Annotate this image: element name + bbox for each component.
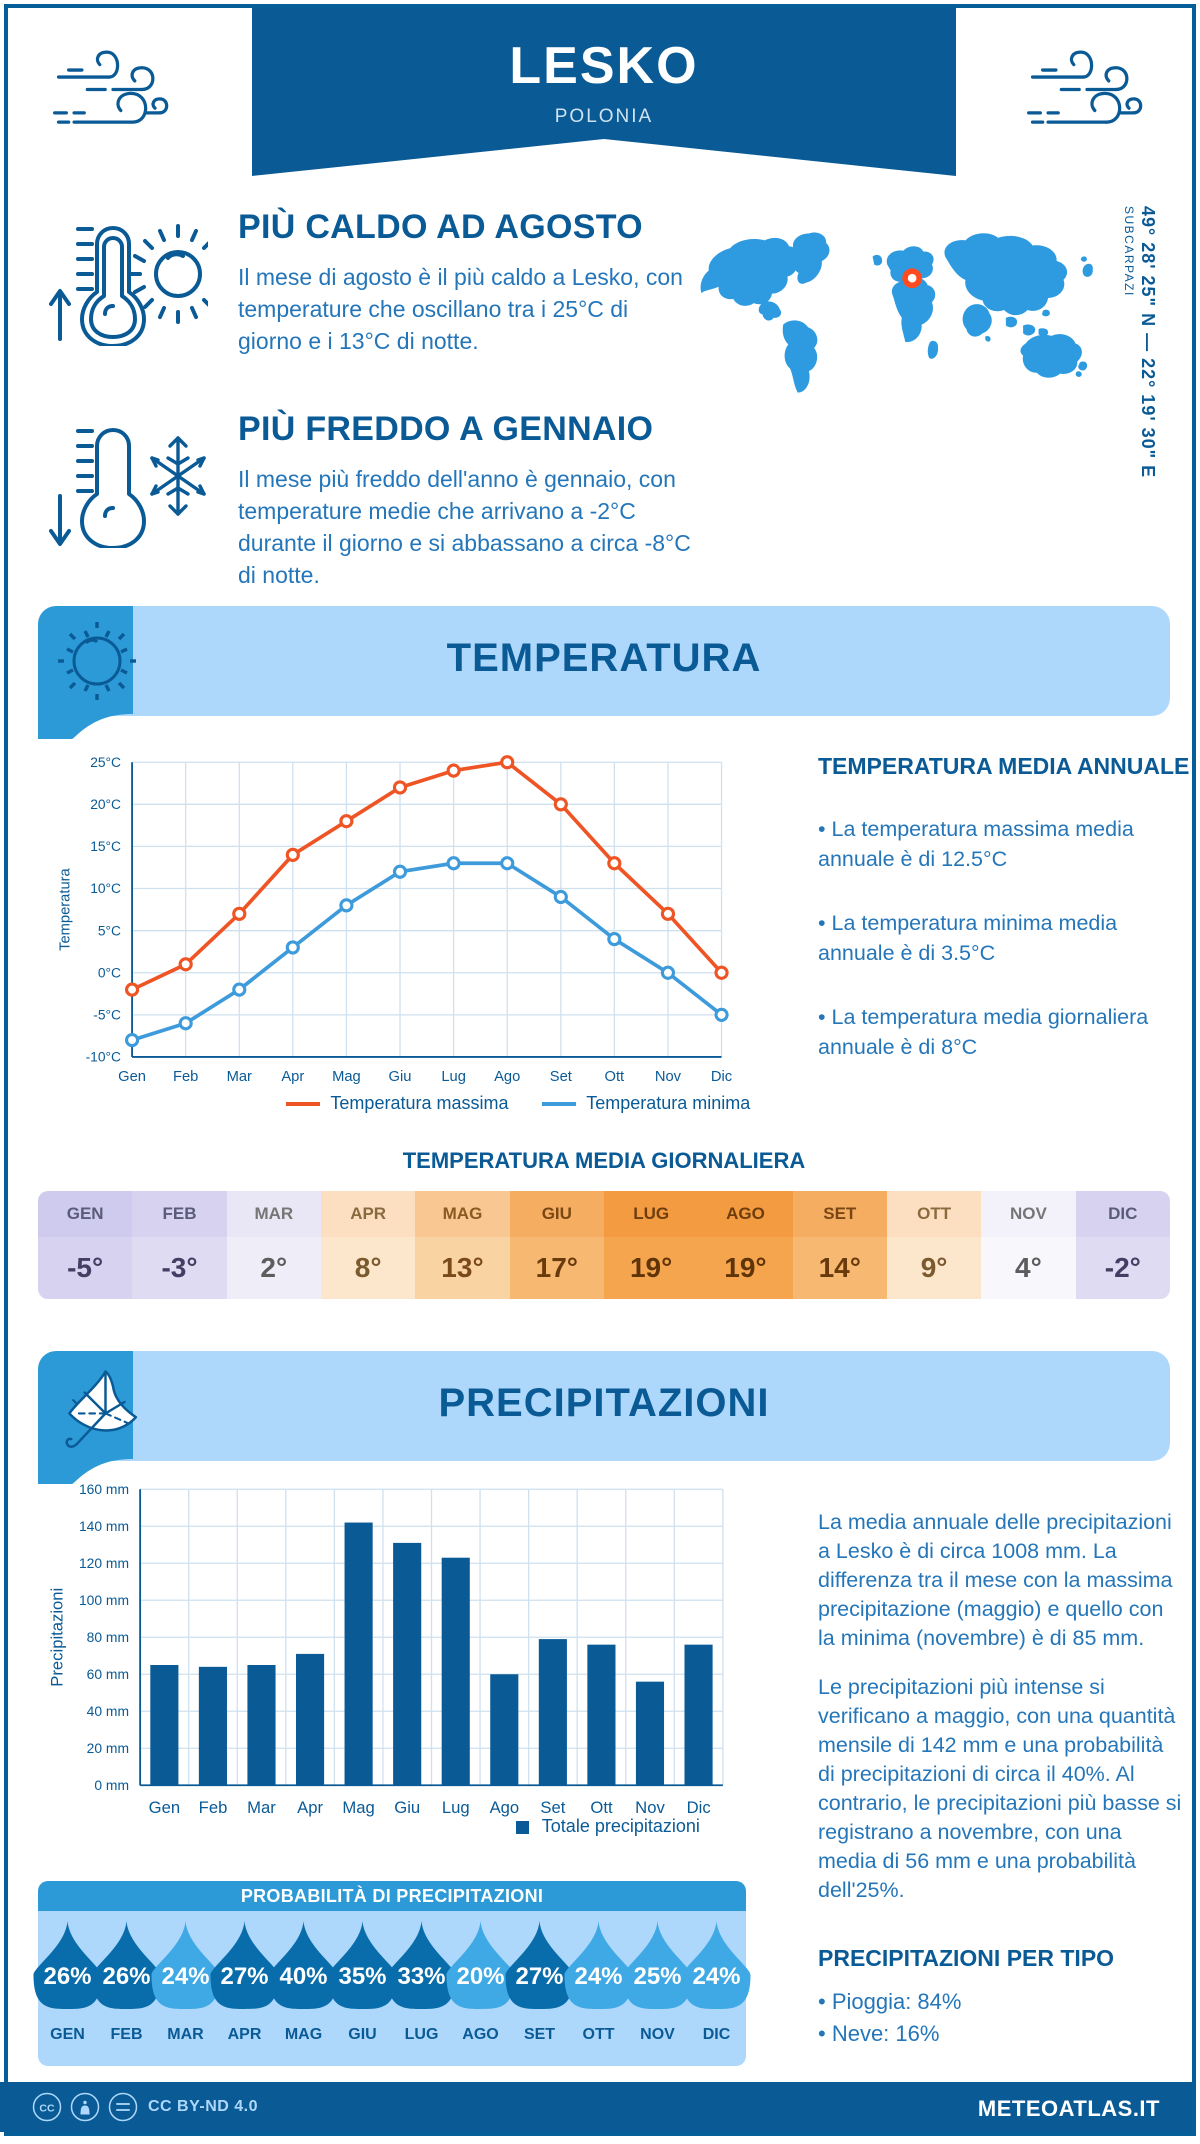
svg-text:5°C: 5°C — [98, 922, 121, 938]
svg-text:Mag: Mag — [342, 1798, 374, 1817]
svg-text:LUG: LUG — [405, 2026, 439, 2043]
svg-text:24%: 24% — [161, 1963, 209, 1990]
svg-text:Feb: Feb — [173, 1069, 198, 1085]
svg-text:DIC: DIC — [703, 2026, 731, 2043]
svg-text:10°C: 10°C — [90, 880, 121, 896]
svg-text:Nov: Nov — [655, 1069, 682, 1085]
svg-text:Mar: Mar — [227, 1069, 252, 1085]
svg-text:Ago: Ago — [490, 1798, 520, 1817]
svg-text:MAR: MAR — [167, 2026, 204, 2043]
svg-text:Precipitazioni: Precipitazioni — [47, 1588, 66, 1687]
svg-text:0°C: 0°C — [98, 964, 121, 980]
svg-text:40%: 40% — [279, 1963, 327, 1990]
svg-text:35%: 35% — [338, 1963, 386, 1990]
svg-text:Ott: Ott — [605, 1069, 625, 1085]
svg-text:Ott: Ott — [590, 1798, 613, 1817]
svg-text:20 mm: 20 mm — [87, 1740, 129, 1756]
svg-text:Giu: Giu — [394, 1798, 420, 1817]
svg-text:GEN: GEN — [50, 2026, 85, 2043]
svg-text:Lug: Lug — [442, 1798, 470, 1817]
svg-text:20%: 20% — [456, 1963, 504, 1990]
svg-text:0 mm: 0 mm — [94, 1777, 129, 1793]
svg-text:120 mm: 120 mm — [79, 1555, 129, 1571]
svg-text:Feb: Feb — [199, 1798, 228, 1817]
svg-text:APR: APR — [228, 2026, 262, 2043]
svg-text:AGO: AGO — [462, 2026, 498, 2043]
svg-text:Ago: Ago — [494, 1069, 520, 1085]
svg-text:FEB: FEB — [111, 2026, 143, 2043]
svg-text:MAG: MAG — [285, 2026, 322, 2043]
svg-text:60 mm: 60 mm — [87, 1666, 129, 1682]
svg-text:24%: 24% — [574, 1963, 622, 1990]
svg-text:27%: 27% — [220, 1963, 268, 1990]
svg-text:40 mm: 40 mm — [87, 1703, 129, 1719]
svg-text:Temperatura: Temperatura — [57, 867, 73, 950]
svg-text:Dic: Dic — [711, 1069, 732, 1085]
svg-text:Giu: Giu — [389, 1069, 412, 1085]
svg-text:25°C: 25°C — [90, 754, 121, 770]
svg-text:160 mm: 160 mm — [79, 1481, 129, 1497]
svg-text:24%: 24% — [692, 1963, 740, 1990]
svg-text:Dic: Dic — [687, 1798, 711, 1817]
svg-text:Mag: Mag — [332, 1069, 361, 1085]
svg-text:33%: 33% — [397, 1963, 445, 1990]
svg-text:Set: Set — [540, 1798, 565, 1817]
svg-text:Nov: Nov — [635, 1798, 665, 1817]
svg-text:OTT: OTT — [583, 2026, 615, 2043]
svg-text:Lug: Lug — [441, 1069, 466, 1085]
svg-text:Gen: Gen — [149, 1798, 180, 1817]
svg-text:-5°C: -5°C — [93, 1006, 121, 1022]
svg-text:140 mm: 140 mm — [79, 1518, 129, 1534]
svg-text:Mar: Mar — [247, 1798, 276, 1817]
svg-text:Set: Set — [550, 1069, 572, 1085]
svg-text:CC: CC — [39, 2103, 55, 2115]
svg-text:NOV: NOV — [640, 2026, 675, 2043]
svg-text:SET: SET — [524, 2026, 555, 2043]
svg-text:GIU: GIU — [348, 2026, 376, 2043]
svg-text:80 mm: 80 mm — [87, 1629, 129, 1645]
svg-text:26%: 26% — [102, 1963, 150, 1990]
svg-text:15°C: 15°C — [90, 838, 121, 854]
svg-text:20°C: 20°C — [90, 796, 121, 812]
svg-text:-10°C: -10°C — [86, 1049, 121, 1065]
svg-text:Gen: Gen — [118, 1069, 146, 1085]
svg-text:26%: 26% — [43, 1963, 91, 1990]
svg-text:Apr: Apr — [281, 1069, 304, 1085]
svg-text:25%: 25% — [633, 1963, 681, 1990]
svg-text:Apr: Apr — [297, 1798, 323, 1817]
svg-text:27%: 27% — [515, 1963, 563, 1990]
svg-text:100 mm: 100 mm — [79, 1592, 129, 1608]
